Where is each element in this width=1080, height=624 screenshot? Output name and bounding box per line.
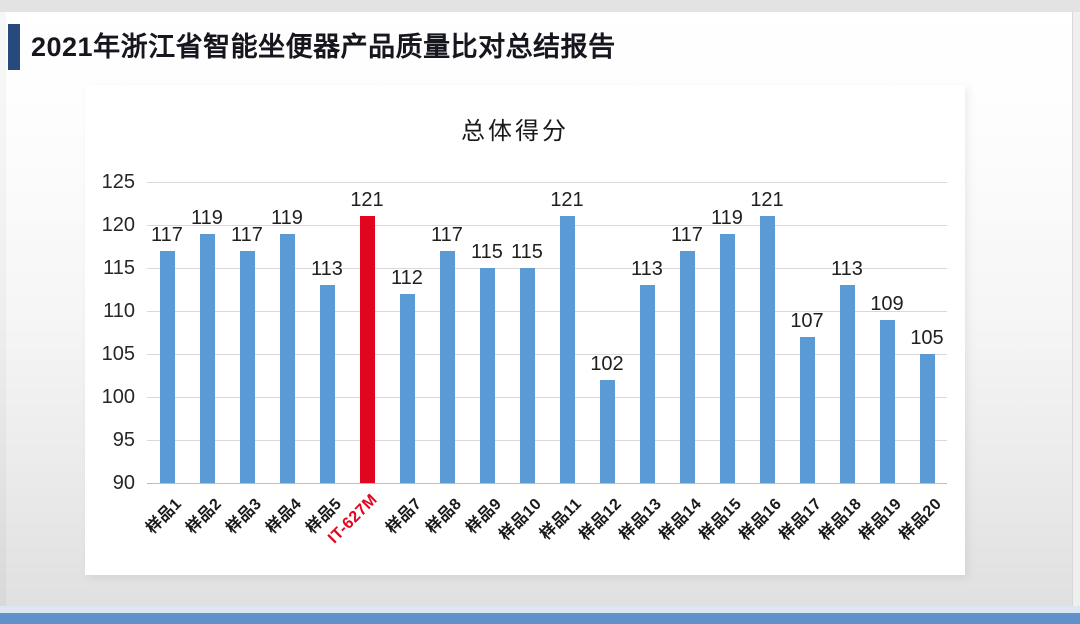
bar-value-label: 119 (191, 206, 223, 229)
bar-value-label: 117 (151, 223, 183, 246)
y-tick-label: 95 (112, 429, 135, 451)
bar-value-label: 102 (590, 352, 624, 375)
bar (479, 268, 495, 483)
bar-value-label: 113 (831, 258, 863, 281)
report-title: 2021年浙江省智能坐便器产品质量比对总结报告 (31, 32, 616, 62)
bar-value-label: 112 (391, 266, 423, 289)
x-tick-label-text: 样品1 (143, 495, 186, 538)
bar (719, 233, 735, 483)
y-tick-label: 125 (101, 171, 135, 193)
y-tick-label: 90 (112, 472, 135, 494)
bar (759, 216, 775, 483)
bar (599, 379, 615, 483)
footer-light-strip (0, 606, 1080, 613)
bar-highlight (359, 216, 375, 483)
bar-value-label: 121 (550, 189, 584, 212)
y-tick-label: 110 (103, 300, 135, 322)
bar (639, 285, 655, 483)
bar-value-label: 113 (631, 258, 663, 281)
bar-value-label: 115 (511, 241, 543, 263)
bar (399, 293, 415, 483)
bar-value-label: 121 (750, 189, 784, 212)
bar-value-label: 121 (350, 189, 384, 212)
bar (799, 336, 815, 483)
gridline (147, 483, 947, 484)
bar-value-label: 113 (311, 258, 343, 281)
bar (559, 216, 575, 483)
bar (879, 319, 895, 483)
bar-value-label: 105 (910, 327, 944, 349)
bar-value-label: 109 (870, 292, 904, 315)
y-tick-label: 100 (101, 386, 135, 408)
gridline (147, 397, 947, 398)
gridline (147, 182, 947, 183)
bar (679, 250, 695, 483)
bar (439, 250, 455, 483)
bar-value-label: 115 (471, 241, 503, 263)
gridline (147, 440, 947, 441)
bar (159, 250, 175, 483)
right-edge (1072, 12, 1080, 607)
bar (839, 285, 855, 483)
gridline (147, 225, 947, 226)
y-tick-label: 120 (101, 214, 135, 236)
bar-value-label: 117 (671, 223, 703, 246)
bar-value-label: 119 (711, 206, 743, 229)
footer-blue-bar (0, 613, 1080, 624)
x-tick-label: 样品20 (897, 491, 981, 544)
bar-value-label: 117 (231, 223, 263, 246)
bar (239, 250, 255, 483)
chart-title: 总体得分 (461, 117, 569, 145)
left-edge (0, 12, 6, 607)
bar (519, 268, 535, 483)
y-tick-label: 105 (101, 343, 135, 365)
title-accent-bar (8, 24, 20, 70)
gridline (147, 268, 947, 269)
top-strip (0, 0, 1080, 12)
bar (919, 354, 935, 483)
bar (199, 233, 215, 483)
bar-chart-plot: 90 95 100 105 110 115 120 125 117 样品1 119 样品2 117 样品3… (85, 85, 965, 575)
bar (279, 233, 295, 483)
bar-value-label: 107 (790, 309, 824, 332)
bar-value-label: 119 (271, 206, 303, 229)
gridline (147, 354, 947, 355)
report-header: 2021年浙江省智能坐便器产品质量比对总结报告 (8, 24, 616, 70)
bar (319, 285, 335, 483)
y-tick-label: 115 (103, 257, 135, 279)
gridline (147, 311, 947, 312)
bar-value-label: 117 (431, 223, 463, 246)
chart-card: 总体得分 90 95 100 105 110 115 120 125 117 样品1 119 样品2 1… (85, 85, 965, 575)
